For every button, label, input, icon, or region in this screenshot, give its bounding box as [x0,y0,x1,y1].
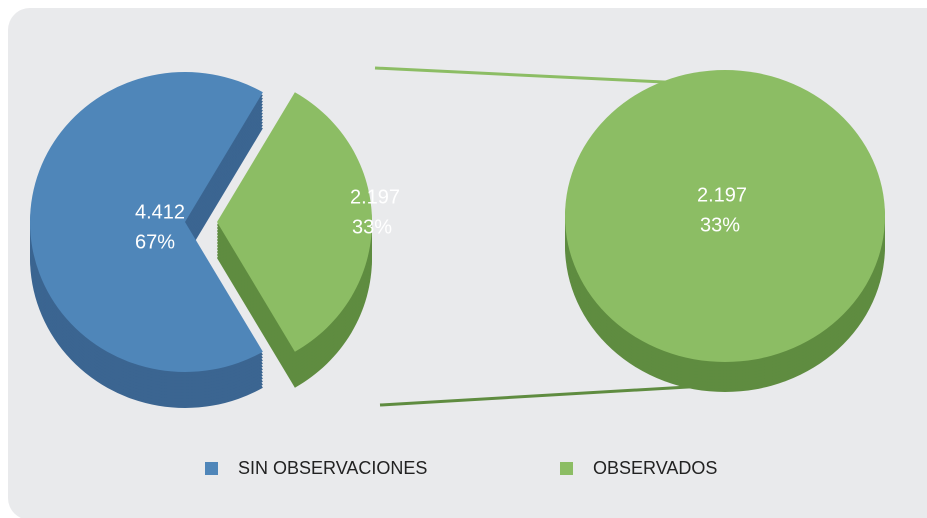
legend-swatch [560,462,573,475]
value-label: 2.197 [697,184,747,206]
value-label: 4.412 [135,201,185,223]
value-label: 2.197 [350,186,400,208]
percent-label: 33% [700,214,740,236]
legend-swatch [205,462,218,475]
pie-slice [30,72,263,372]
pies [29,70,885,409]
pie-slice [565,70,885,362]
legend-label: SIN OBSERVACIONES [238,458,427,478]
legend-label: OBSERVADOS [593,458,717,478]
percent-label: 33% [352,216,392,238]
connector-line [379,384,706,407]
percent-label: 67% [135,231,175,253]
pie-slice [217,92,373,352]
labels: 4.412 67% 2.197 33% 2.197 33% [135,184,747,253]
connector-line [374,66,706,86]
